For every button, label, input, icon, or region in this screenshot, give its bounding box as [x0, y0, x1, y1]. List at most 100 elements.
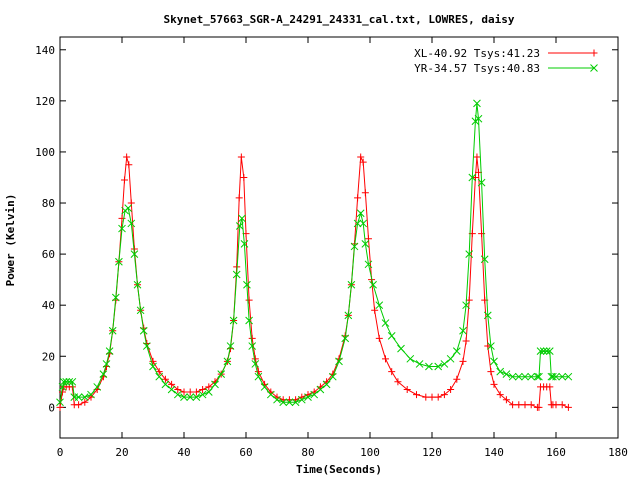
data-point	[535, 403, 543, 411]
series-1	[56, 153, 572, 411]
data-point	[564, 403, 572, 411]
data-point	[211, 380, 219, 389]
data-point	[260, 383, 269, 391]
data-point	[406, 354, 415, 363]
data-point	[354, 194, 362, 202]
data-point	[487, 342, 495, 350]
data-point	[322, 380, 331, 389]
data-point	[527, 372, 536, 381]
data-point	[462, 337, 470, 345]
data-point	[357, 153, 365, 161]
data-point	[93, 383, 102, 391]
data-point	[440, 360, 449, 368]
data-point	[468, 173, 477, 182]
data-point	[133, 280, 142, 289]
data-point	[186, 388, 194, 396]
data-point	[297, 395, 306, 404]
data-point	[111, 293, 120, 302]
data-point	[235, 222, 244, 230]
data-point	[124, 204, 133, 212]
data-point	[223, 357, 232, 366]
data-point	[199, 385, 207, 393]
data-point	[452, 347, 461, 356]
data-point	[80, 393, 89, 401]
data-point	[155, 368, 163, 376]
data-point	[564, 372, 573, 381]
data-point	[245, 316, 253, 325]
data-point	[369, 280, 377, 289]
data-point	[62, 377, 71, 386]
data-point	[139, 326, 148, 335]
data-point	[240, 173, 248, 181]
data-point	[425, 362, 433, 371]
y-tick-label: 120	[35, 95, 55, 108]
y-tick-label: 20	[42, 350, 55, 363]
data-point	[243, 280, 251, 289]
data-point	[359, 158, 367, 166]
data-point	[310, 390, 319, 399]
data-point	[335, 357, 343, 366]
data-point	[291, 398, 300, 407]
data-point	[81, 398, 89, 406]
data-point	[546, 383, 554, 391]
data-point	[558, 401, 566, 409]
data-point	[552, 401, 560, 409]
data-point	[115, 257, 123, 266]
data-point	[428, 393, 436, 401]
x-axis-label: Time(Seconds)	[296, 463, 382, 476]
data-point	[403, 385, 411, 393]
data-point	[375, 301, 384, 310]
data-point	[496, 367, 505, 376]
data-point	[490, 357, 498, 366]
data-point	[375, 334, 383, 342]
data-point	[127, 219, 136, 228]
data-point	[502, 396, 510, 404]
data-point	[521, 372, 529, 381]
data-point	[388, 368, 396, 376]
data-point	[161, 380, 170, 389]
data-point	[161, 375, 169, 383]
data-point	[248, 334, 256, 342]
data-point	[192, 388, 200, 396]
data-point	[245, 296, 253, 304]
data-point	[266, 390, 275, 399]
data-point	[226, 342, 235, 350]
data-point	[59, 377, 68, 386]
data-point	[56, 403, 64, 411]
data-point	[74, 393, 83, 401]
data-point	[142, 342, 151, 350]
data-point	[254, 368, 262, 376]
chart-title: Skynet_57663_SGR-A_24291_24331_cal.txt, …	[164, 13, 515, 26]
data-point	[347, 280, 356, 289]
data-point	[474, 114, 483, 123]
data-point	[167, 385, 176, 394]
data-point	[590, 64, 598, 72]
data-point	[361, 189, 369, 197]
data-point	[415, 360, 424, 368]
y-axis-label: Power (Kelvin)	[4, 194, 17, 287]
data-point	[238, 214, 246, 223]
legend-label: YR-34.57 Tsys:40.83	[414, 62, 540, 75]
y-tick-label: 0	[48, 401, 55, 414]
legend: XL-40.92 Tsys:41.23 YR-34.57 Tsys:40.83	[414, 47, 598, 75]
data-point	[180, 393, 188, 401]
data-point	[149, 362, 157, 371]
data-point	[118, 224, 126, 233]
data-point	[533, 372, 542, 381]
data-point	[473, 153, 481, 161]
y-tick-label: 40	[42, 299, 55, 312]
data-point	[285, 398, 294, 407]
data-point	[304, 393, 312, 401]
data-point	[359, 219, 368, 228]
data-point	[381, 319, 390, 327]
data-point	[477, 178, 486, 187]
data-point	[350, 242, 359, 251]
x-tick-label: 20	[115, 446, 128, 459]
data-point	[397, 344, 405, 353]
data-point	[279, 398, 288, 407]
data-point	[558, 372, 567, 381]
series-line	[59, 155, 569, 408]
data-point	[361, 240, 370, 248]
data-point	[240, 240, 249, 248]
